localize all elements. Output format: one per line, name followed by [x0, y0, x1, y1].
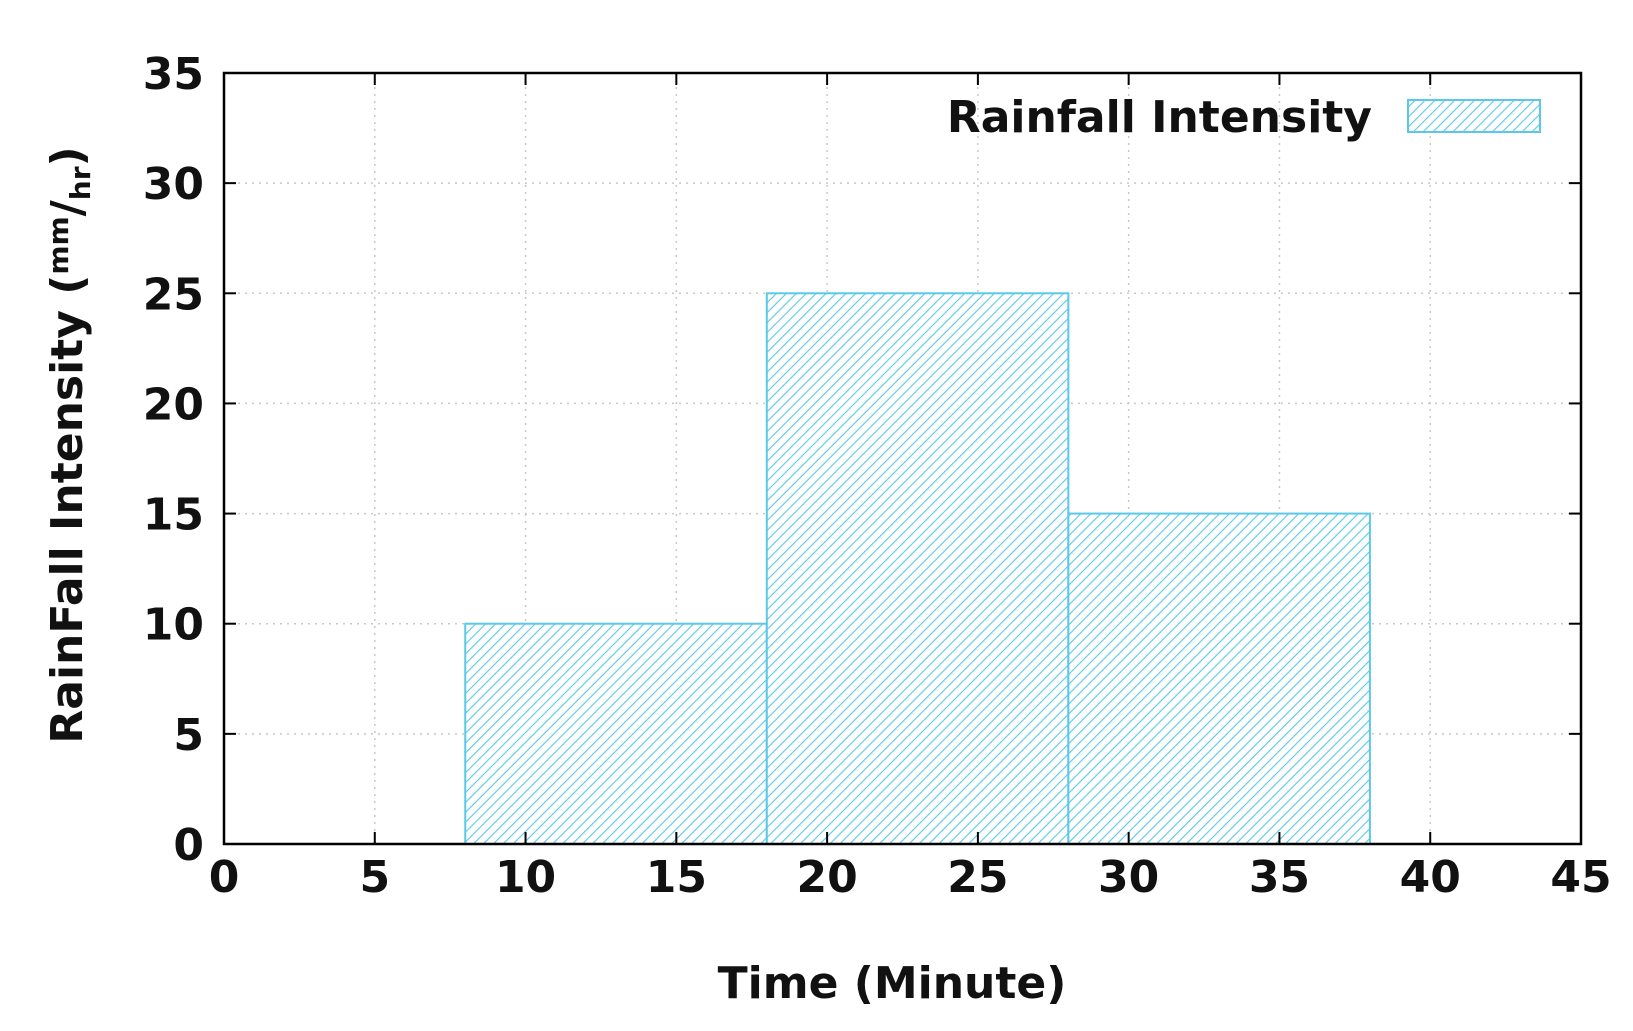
x-tick-label: 5: [359, 852, 390, 903]
legend: Rainfall Intensity: [947, 92, 1541, 143]
x-tick-label: 0: [209, 852, 240, 903]
legend-swatch: [1407, 99, 1541, 133]
x-tick-label: 10: [495, 852, 556, 903]
y-axis-label-main: RainFall Intensity (: [42, 275, 93, 744]
y-tick-label: 25: [143, 269, 204, 320]
bar: [464, 622, 768, 846]
y-tick-label: 0: [173, 820, 204, 871]
x-axis-label: Time (Minute): [718, 958, 1067, 1009]
legend-label: Rainfall Intensity: [947, 92, 1372, 143]
x-tick-label: 35: [1249, 852, 1310, 903]
y-axis-label-close-paren: ): [42, 146, 93, 166]
x-tick-label: 20: [796, 852, 857, 903]
x-tick-label: 15: [646, 852, 707, 903]
y-axis-label-unit-numerator: mm: [42, 216, 75, 274]
y-axis-label-unit-denominator: hr: [64, 166, 97, 200]
y-tick-label: 20: [143, 379, 204, 430]
bar: [1067, 512, 1371, 845]
tick-marks: [223, 72, 1582, 845]
y-tick-labels: 0 5 10 15 20 25 30 35: [143, 49, 204, 871]
bar: [765, 292, 1070, 845]
x-tick-label: 25: [947, 852, 1008, 903]
y-tick-label: 15: [143, 490, 204, 541]
bars: [464, 292, 1371, 846]
y-tick-label: 5: [173, 710, 204, 761]
x-tick-label: 40: [1400, 852, 1461, 903]
x-tick-label: 30: [1098, 852, 1159, 903]
x-tick-labels: 0 5 10 15 20 25 30 35 40 45: [209, 852, 1612, 903]
y-tick-label: 35: [143, 49, 204, 100]
y-tick-label: 30: [143, 159, 204, 210]
y-axis-label: RainFall Intensity (mm/hr): [42, 146, 97, 743]
plot-frame: [222, 71, 1583, 846]
x-tick-label: 45: [1550, 852, 1611, 903]
y-axis-label-unit-separator: /: [42, 199, 93, 216]
y-tick-label: 10: [143, 600, 204, 651]
